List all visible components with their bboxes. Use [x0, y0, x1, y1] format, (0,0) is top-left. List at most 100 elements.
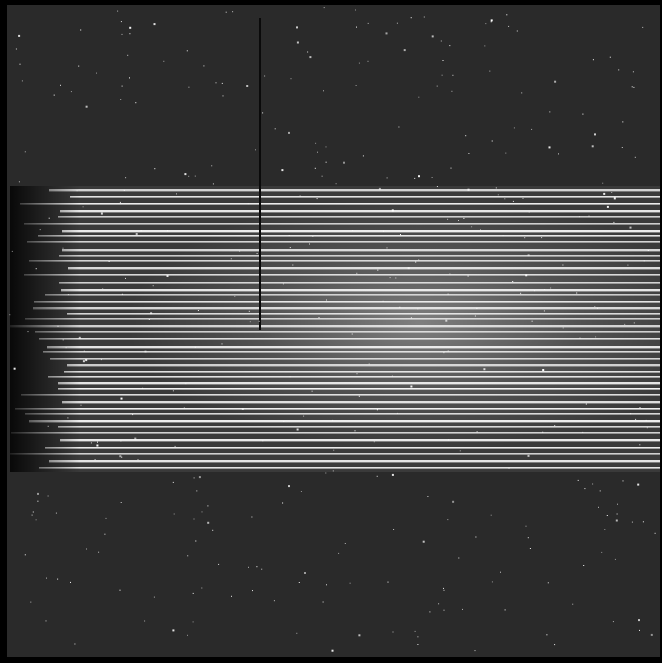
cosmic-ray-hit — [512, 281, 514, 282]
cosmic-ray-hit — [148, 319, 150, 320]
cosmic-ray-hit — [358, 62, 360, 64]
cosmic-ray-hit — [232, 11, 234, 13]
cosmic-ray-hit — [562, 264, 564, 266]
cosmic-ray-hit — [309, 243, 310, 245]
cosmic-ray-hit — [367, 22, 369, 24]
cosmic-ray-hit — [378, 187, 381, 190]
cosmic-ray-hit — [491, 140, 493, 142]
cosmic-ray-hit — [85, 105, 88, 108]
cosmic-ray-hit — [631, 521, 633, 523]
cosmic-ray-hit — [367, 60, 369, 62]
cosmic-ray-hit — [222, 95, 224, 97]
cosmic-ray-hit — [323, 90, 324, 92]
cosmic-ray-hit — [387, 581, 389, 583]
cosmic-ray-hit — [18, 34, 21, 37]
cosmic-ray-hit — [613, 197, 616, 200]
cosmic-ray-hit — [490, 19, 493, 22]
cosmic-ray-hit — [325, 146, 327, 148]
cosmic-ray-hit — [584, 488, 586, 490]
cosmic-ray-hit — [53, 94, 55, 96]
cosmic-ray-hit — [108, 261, 110, 262]
cosmic-ray-hit — [622, 121, 624, 123]
cosmic-ray-hit — [60, 84, 61, 86]
cosmic-ray-hit — [467, 275, 469, 277]
cosmic-ray-hit — [338, 552, 340, 554]
cosmic-ray-hit — [356, 26, 357, 28]
cosmic-ray-hit — [645, 419, 647, 421]
cosmic-ray-hit — [304, 572, 306, 574]
cosmic-ray-hit — [127, 54, 129, 56]
cosmic-ray-hit — [403, 49, 406, 52]
cosmic-ray-hit — [617, 503, 618, 505]
cosmic-ray-hit — [627, 264, 629, 266]
cosmic-ray-hit — [449, 45, 451, 47]
cosmic-ray-hit — [621, 147, 623, 148]
cosmic-ray-hit — [96, 444, 99, 447]
cosmic-ray-hit — [129, 33, 131, 35]
cosmic-ray-hit — [255, 149, 256, 151]
cosmic-ray-hit — [212, 529, 214, 531]
cosmic-ray-hit — [153, 596, 155, 598]
cosmic-ray-hit — [62, 339, 64, 341]
cosmic-ray-hit — [389, 277, 391, 279]
cosmic-ray-hit — [239, 250, 241, 252]
cosmic-ray-hit — [635, 418, 637, 420]
cosmic-ray-hit — [462, 608, 463, 610]
cosmic-ray-hit — [296, 632, 298, 634]
cosmic-ray-hit — [32, 511, 34, 513]
cosmic-ray-hit — [120, 397, 123, 400]
cosmic-ray-hit — [13, 367, 16, 370]
cosmic-ray-hit — [447, 218, 449, 220]
cosmic-ray-hit — [96, 72, 97, 74]
cosmic-ray-hit — [602, 182, 604, 184]
cosmic-ray-hit — [97, 441, 98, 443]
cosmic-ray-hit — [100, 212, 103, 215]
cosmic-ray-hit — [307, 51, 309, 53]
cosmic-ray-hit — [450, 167, 452, 169]
cosmic-ray-hit — [436, 85, 438, 87]
cosmic-ray-hit — [300, 491, 302, 492]
cosmic-ray-hit — [476, 307, 478, 309]
cosmic-ray-hit — [546, 634, 548, 636]
cosmic-ray-hit — [391, 375, 393, 377]
cosmic-ray-hit — [356, 272, 358, 274]
cosmic-ray-hit — [121, 33, 123, 35]
cosmic-ray-hit — [529, 548, 531, 549]
cosmic-ray-hit — [94, 459, 96, 461]
cosmic-ray-hit — [423, 16, 425, 18]
cosmic-ray-hit — [418, 259, 420, 261]
cosmic-ray-hit — [508, 467, 510, 469]
cosmic-ray-hit — [400, 234, 401, 235]
cosmic-ray-hit — [631, 86, 633, 88]
cosmic-ray-hit — [577, 479, 579, 481]
cosmic-ray-hit — [629, 226, 632, 229]
cosmic-ray-hit — [212, 183, 214, 185]
cosmic-ray-hit — [447, 439, 449, 441]
cosmic-ray-hit — [45, 620, 47, 622]
cosmic-ray-hit — [609, 56, 611, 58]
cosmic-ray-hit — [201, 587, 203, 589]
cosmic-ray-hit — [129, 26, 132, 29]
cosmic-ray-hit — [104, 533, 106, 535]
cosmic-ray-hit — [497, 194, 499, 196]
cosmic-ray-hit — [418, 96, 420, 98]
cosmic-ray-hit — [594, 133, 596, 136]
cosmic-ray-hit — [316, 198, 318, 200]
cosmic-ray-hit — [78, 65, 80, 67]
cosmic-ray-hit — [431, 177, 433, 178]
cosmic-ray-hit — [447, 519, 449, 521]
cosmic-ray-hit — [630, 413, 632, 415]
cosmic-ray-hit — [512, 200, 514, 202]
cosmic-ray-hit — [331, 649, 334, 652]
cosmic-ray-hit — [637, 483, 640, 486]
cosmic-ray-hit — [248, 566, 249, 568]
cosmic-ray-hit — [197, 310, 199, 311]
cosmic-ray-hit — [120, 99, 122, 100]
cosmic-ray-hit — [588, 215, 590, 217]
cosmic-ray-hit — [135, 233, 138, 235]
cosmic-ray-hit — [172, 481, 174, 483]
cosmic-ray-hit — [192, 592, 194, 594]
cosmic-ray-hit — [355, 9, 356, 11]
cosmic-ray-hit — [274, 128, 276, 130]
cosmic-ray-hit — [525, 274, 528, 277]
